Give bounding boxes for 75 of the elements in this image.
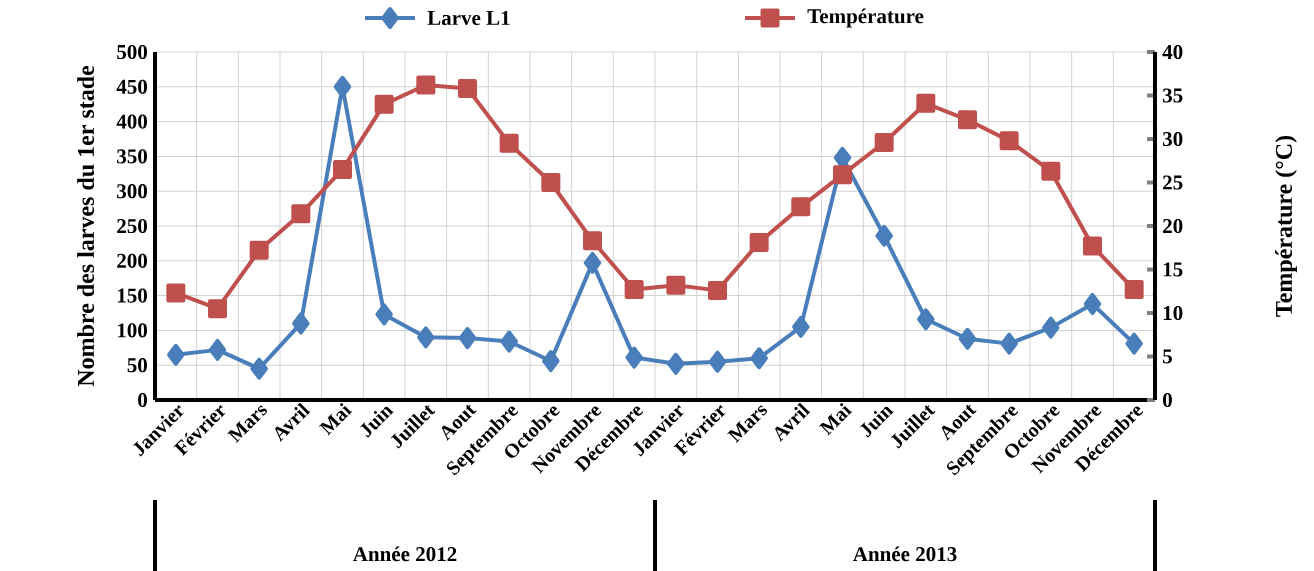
point xyxy=(1083,292,1102,315)
y-tick-label: 100 xyxy=(117,323,148,338)
point xyxy=(541,173,561,192)
point xyxy=(1042,316,1060,339)
text: Année 2013 xyxy=(853,546,957,562)
point xyxy=(917,308,935,331)
point xyxy=(375,303,393,326)
y2-axis-title: Température (°C) xyxy=(1275,135,1297,317)
y2-tick-label: 10 xyxy=(1163,305,1183,321)
point xyxy=(1041,161,1061,181)
point xyxy=(1082,236,1102,256)
point xyxy=(374,94,394,114)
y-tick-label: 400 xyxy=(116,114,148,129)
point xyxy=(832,165,852,185)
point xyxy=(666,275,686,295)
point xyxy=(750,347,768,370)
y2-tick-label: 15 xyxy=(1163,262,1183,277)
point xyxy=(958,327,977,350)
point xyxy=(208,299,227,319)
point xyxy=(542,350,560,373)
point xyxy=(625,346,643,369)
point xyxy=(1124,280,1144,300)
point xyxy=(499,133,519,153)
point xyxy=(792,315,810,338)
y2-tick-label: 40 xyxy=(1162,44,1183,60)
legend-label: Température xyxy=(807,8,924,28)
y2-tick-label: 20 xyxy=(1163,218,1183,234)
y-tick-label: 200 xyxy=(117,253,148,268)
point xyxy=(791,197,811,217)
point xyxy=(167,343,185,366)
y-tick-label: 50 xyxy=(127,358,148,373)
y-tick-label: 450 xyxy=(116,79,148,94)
y-tick-label: 250 xyxy=(117,218,148,234)
legend-label: Larve L1 xyxy=(427,10,510,26)
point xyxy=(1000,332,1018,355)
y-tick-label: 350 xyxy=(117,149,148,164)
point xyxy=(583,251,602,274)
point xyxy=(249,240,269,260)
point xyxy=(333,159,352,179)
point xyxy=(500,330,518,353)
point xyxy=(1125,332,1143,355)
y2-tick-label: 30 xyxy=(1162,131,1183,147)
y2-tick-label: 5 xyxy=(1163,349,1172,364)
y2-tick-label: 35 xyxy=(1162,88,1183,103)
point xyxy=(667,352,685,375)
x-tick-label: Mai xyxy=(318,403,353,436)
y-tick-label: 500 xyxy=(117,44,148,60)
point xyxy=(624,280,644,300)
point xyxy=(875,224,893,247)
point xyxy=(416,75,436,95)
y-tick-label: 0 xyxy=(138,392,148,408)
y2-tick-label: 0 xyxy=(1162,392,1172,408)
point xyxy=(208,338,227,361)
point xyxy=(166,283,186,303)
point xyxy=(291,204,311,224)
point xyxy=(708,280,727,300)
point xyxy=(458,79,477,99)
point xyxy=(458,327,477,350)
text: Année 2012 xyxy=(353,546,457,562)
point xyxy=(874,132,894,152)
point xyxy=(250,357,268,380)
point xyxy=(333,75,352,98)
point xyxy=(417,326,435,349)
point xyxy=(749,233,769,253)
point xyxy=(583,231,602,251)
point xyxy=(999,131,1019,151)
point xyxy=(957,110,977,130)
y-axis-title: Nombre des larves du 1er stade xyxy=(77,65,95,387)
x-tick-label: Mai xyxy=(818,403,853,436)
y-tick-label: 150 xyxy=(117,288,148,303)
y-tick-label: 300 xyxy=(117,184,148,199)
point xyxy=(708,350,727,373)
point xyxy=(916,93,936,113)
y2-tick-label: 25 xyxy=(1163,175,1183,190)
point xyxy=(292,312,310,335)
